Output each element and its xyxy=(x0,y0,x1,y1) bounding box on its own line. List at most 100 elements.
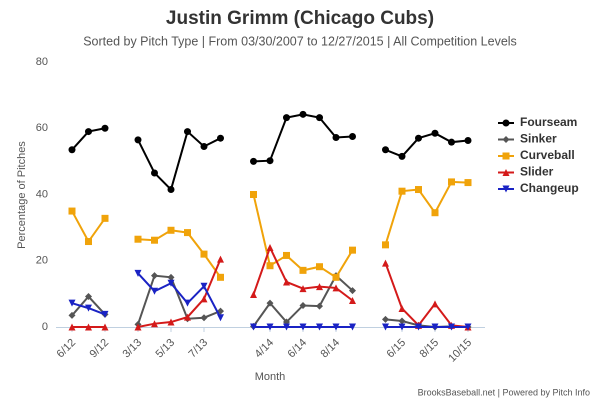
data-point xyxy=(266,323,274,331)
x-tick-label: 6/14 xyxy=(286,337,310,361)
data-point xyxy=(151,272,158,280)
data-point xyxy=(101,124,109,132)
data-point xyxy=(382,259,389,267)
data-point xyxy=(151,169,158,177)
data-point xyxy=(349,323,356,331)
x-tick-label: 3/13 xyxy=(121,337,145,361)
data-point xyxy=(382,323,389,331)
data-point xyxy=(431,209,439,217)
data-point xyxy=(184,299,191,307)
legend-marker xyxy=(502,152,510,160)
data-point xyxy=(200,295,208,303)
data-point xyxy=(200,314,208,322)
data-point xyxy=(398,187,406,195)
data-point xyxy=(250,157,257,165)
data-point xyxy=(266,299,274,307)
legend-marker xyxy=(502,136,510,143)
data-point xyxy=(68,146,76,154)
data-point xyxy=(151,287,158,295)
chart-subtitle: Sorted by Pitch Type | From 03/30/2007 t… xyxy=(83,34,517,48)
data-point xyxy=(101,310,109,318)
data-point xyxy=(283,323,290,331)
data-point xyxy=(415,134,422,142)
data-point xyxy=(184,313,191,321)
legend-label: Curveball xyxy=(520,148,575,162)
data-point xyxy=(316,323,323,331)
data-point xyxy=(431,323,439,331)
data-point xyxy=(464,179,472,187)
data-point xyxy=(250,291,257,299)
data-point xyxy=(134,136,142,144)
data-point xyxy=(200,250,208,258)
data-point xyxy=(151,320,158,328)
data-point xyxy=(349,297,356,304)
y-tick-label: 60 xyxy=(36,122,48,134)
x-tick-label: 10/15 xyxy=(446,337,474,365)
y-tick-label: 40 xyxy=(36,188,48,200)
x-tick-label: 6/15 xyxy=(385,337,409,361)
data-point xyxy=(316,283,323,291)
data-point xyxy=(217,134,224,142)
data-point xyxy=(448,138,455,146)
data-point xyxy=(464,137,472,145)
data-point xyxy=(250,323,257,331)
data-point xyxy=(283,278,290,286)
data-point xyxy=(299,285,307,293)
data-point xyxy=(68,207,76,215)
data-point xyxy=(200,282,208,290)
data-point xyxy=(266,157,274,165)
x-tick-label: 5/13 xyxy=(154,337,178,361)
legend-label: Changeup xyxy=(520,181,579,195)
data-point xyxy=(250,191,257,198)
legend-label: Fourseam xyxy=(520,115,577,129)
data-point xyxy=(184,128,191,136)
data-point xyxy=(68,299,76,307)
data-point xyxy=(316,263,323,271)
y-axis-label: Percentage of Pitches xyxy=(16,141,28,249)
data-point xyxy=(398,304,406,312)
data-point xyxy=(332,284,340,292)
data-point xyxy=(299,266,307,274)
legend-marker xyxy=(502,169,510,176)
x-tick-label: 6/12 xyxy=(55,337,79,361)
data-point xyxy=(299,323,307,331)
data-point xyxy=(134,269,142,277)
data-point xyxy=(332,134,340,142)
data-point xyxy=(217,273,224,281)
x-tick-label: 9/12 xyxy=(88,337,112,361)
legend-label: Sinker xyxy=(520,132,557,146)
data-point xyxy=(101,323,109,331)
x-tick-label: 8/15 xyxy=(418,337,442,361)
data-point xyxy=(382,146,389,154)
data-point xyxy=(398,317,406,325)
data-point xyxy=(398,323,406,331)
data-point xyxy=(167,279,175,287)
x-tick-label: 8/14 xyxy=(319,337,343,361)
data-point xyxy=(448,323,455,331)
x-tick-label: 4/14 xyxy=(253,337,277,361)
data-point xyxy=(85,304,92,312)
data-point xyxy=(415,186,422,194)
data-point xyxy=(316,302,323,310)
data-point xyxy=(349,133,356,141)
data-point xyxy=(85,293,92,301)
y-tick-label: 20 xyxy=(36,255,48,267)
y-tick-label: 0 xyxy=(42,321,48,333)
data-point xyxy=(134,323,142,331)
data-point xyxy=(167,226,175,234)
data-point xyxy=(415,323,422,331)
x-axis-label: Month xyxy=(255,371,286,383)
data-point xyxy=(167,318,175,326)
data-point xyxy=(167,186,175,194)
data-point xyxy=(431,300,439,308)
data-point xyxy=(349,246,356,254)
legend-marker xyxy=(502,119,510,127)
data-point xyxy=(85,238,92,246)
data-point xyxy=(68,311,76,319)
data-point xyxy=(101,214,109,222)
series-line xyxy=(71,113,469,192)
data-point xyxy=(200,142,208,150)
data-point xyxy=(448,178,455,186)
data-point xyxy=(151,236,158,244)
